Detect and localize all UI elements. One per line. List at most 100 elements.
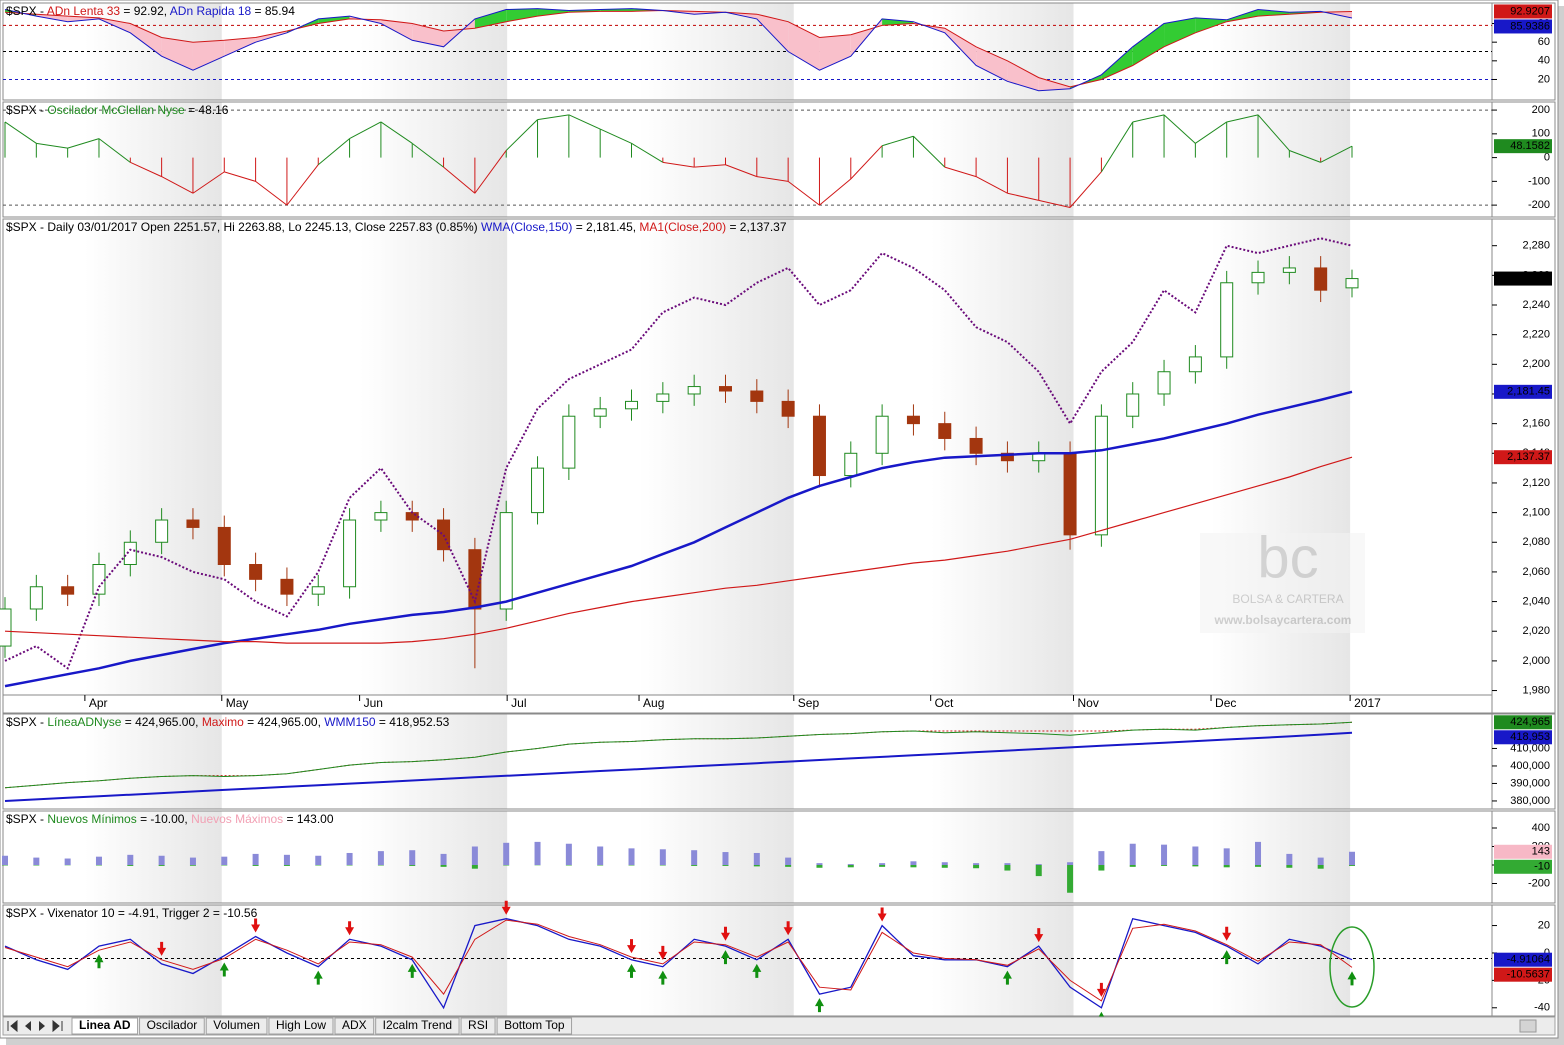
osc-line bbox=[1100, 121, 1134, 173]
tab-label[interactable]: ADX bbox=[342, 1018, 367, 1032]
tab[interactable] bbox=[268, 1017, 334, 1035]
candle-body bbox=[311, 586, 325, 595]
band-fill bbox=[192, 40, 225, 71]
tab[interactable] bbox=[71, 1017, 139, 1035]
y-tick-label: 410,000 bbox=[1510, 742, 1550, 754]
candle-body bbox=[186, 519, 200, 528]
title-part: ADn Lenta 33 bbox=[47, 4, 121, 18]
osc-line bbox=[1226, 114, 1259, 123]
candle-body bbox=[531, 467, 545, 514]
tab-label[interactable]: Bottom Top bbox=[504, 1018, 565, 1032]
month-shade bbox=[84, 905, 222, 1016]
bar bbox=[283, 864, 290, 866]
value-tag-label: 418,953 bbox=[1510, 731, 1550, 743]
nav-last[interactable] bbox=[52, 1019, 63, 1033]
watermark: bc BOLSA & CARTERA www.bolsaycartera.com bbox=[1200, 525, 1365, 633]
candle-body bbox=[92, 564, 106, 595]
osc-line bbox=[975, 176, 1008, 194]
osc-line bbox=[4, 121, 37, 144]
x-tick-label: Oct bbox=[935, 696, 954, 710]
band-fill bbox=[976, 46, 1008, 82]
band-fill bbox=[474, 9, 507, 29]
tab-label[interactable]: Volumen bbox=[213, 1018, 260, 1032]
watermark-name: BOLSA & CARTERA bbox=[1232, 592, 1343, 606]
candle-body bbox=[374, 512, 388, 521]
tab-label[interactable]: Linea AD bbox=[79, 1018, 131, 1032]
tab[interactable] bbox=[205, 1017, 268, 1035]
nav-first[interactable] bbox=[7, 1019, 18, 1033]
osc-line bbox=[1195, 121, 1227, 144]
bar bbox=[973, 864, 980, 869]
tab-label[interactable]: Oscilador bbox=[147, 1018, 198, 1032]
series-line bbox=[4, 237, 1353, 670]
title-part: ADn Rapida 18 bbox=[170, 4, 252, 18]
candle-body bbox=[280, 578, 294, 595]
nav-buttons[interactable] bbox=[7, 1019, 63, 1033]
tab-label[interactable]: High Low bbox=[276, 1018, 326, 1032]
y-tick-label: 2,220 bbox=[1522, 329, 1550, 341]
bar bbox=[346, 852, 353, 865]
osc-line bbox=[161, 176, 194, 194]
y-tick-label: 400,000 bbox=[1510, 760, 1550, 772]
x-tick-label: Dec bbox=[1215, 696, 1236, 710]
tab[interactable] bbox=[496, 1017, 573, 1035]
nav-next[interactable] bbox=[39, 1021, 45, 1031]
bar bbox=[597, 846, 604, 865]
title-part: Oscilador McClellan Nyse bbox=[47, 103, 185, 117]
band-fill bbox=[318, 16, 350, 24]
buy-arrow bbox=[407, 963, 417, 978]
month-shade bbox=[930, 811, 1074, 903]
month-shade bbox=[639, 714, 794, 809]
candle-body bbox=[437, 519, 451, 551]
title-part: = 424,965.00, bbox=[121, 715, 201, 729]
bar bbox=[2, 855, 8, 865]
osc-line bbox=[881, 135, 914, 147]
bar bbox=[847, 864, 854, 868]
candle-body bbox=[781, 400, 795, 417]
tab[interactable] bbox=[139, 1017, 205, 1035]
bar bbox=[1349, 851, 1355, 865]
candle-body bbox=[1126, 393, 1140, 417]
bar bbox=[127, 854, 134, 865]
title-part: Maximo bbox=[202, 715, 244, 729]
y-tick-label: 0 bbox=[1544, 152, 1550, 164]
osc-line bbox=[505, 119, 538, 151]
tab-label[interactable]: RSI bbox=[468, 1018, 488, 1032]
series-line bbox=[4, 390, 1353, 688]
tab[interactable] bbox=[334, 1017, 375, 1035]
x-tick-label: Aug bbox=[643, 696, 664, 710]
title-part: = 418,952.53 bbox=[376, 715, 450, 729]
title-part: = 85.94 bbox=[251, 4, 295, 18]
bar bbox=[1192, 864, 1199, 867]
candle-body bbox=[499, 512, 513, 610]
month-shade bbox=[1211, 905, 1351, 1016]
bar bbox=[189, 857, 196, 865]
y-tick-label: 2,240 bbox=[1522, 299, 1550, 311]
candle-body bbox=[844, 452, 858, 477]
tab[interactable] bbox=[375, 1017, 460, 1035]
bar bbox=[1192, 846, 1199, 865]
candle-body bbox=[155, 519, 169, 543]
buy-arrow bbox=[1002, 970, 1012, 985]
value-tag bbox=[1494, 844, 1552, 859]
bar bbox=[377, 851, 384, 865]
month-shade bbox=[930, 905, 1074, 1016]
month-shade bbox=[84, 102, 222, 217]
y-tick-label: 2,160 bbox=[1522, 418, 1550, 430]
band-fill bbox=[380, 19, 413, 41]
tab-label[interactable]: I2calm Trend bbox=[383, 1018, 452, 1032]
title-part: = -10.00, bbox=[137, 812, 191, 826]
bar bbox=[659, 849, 666, 865]
buy-arrow bbox=[658, 970, 668, 985]
scroll-thumb[interactable] bbox=[1519, 1019, 1537, 1033]
month-shade bbox=[1211, 714, 1351, 809]
bar bbox=[879, 863, 886, 865]
value-tag bbox=[1494, 859, 1552, 874]
y-tick-label: 100 bbox=[1532, 128, 1550, 140]
tab[interactable] bbox=[460, 1017, 496, 1035]
osc-line bbox=[913, 135, 946, 168]
nav-prev[interactable] bbox=[25, 1021, 31, 1031]
series-line bbox=[4, 721, 1353, 789]
osc-line bbox=[787, 180, 820, 206]
